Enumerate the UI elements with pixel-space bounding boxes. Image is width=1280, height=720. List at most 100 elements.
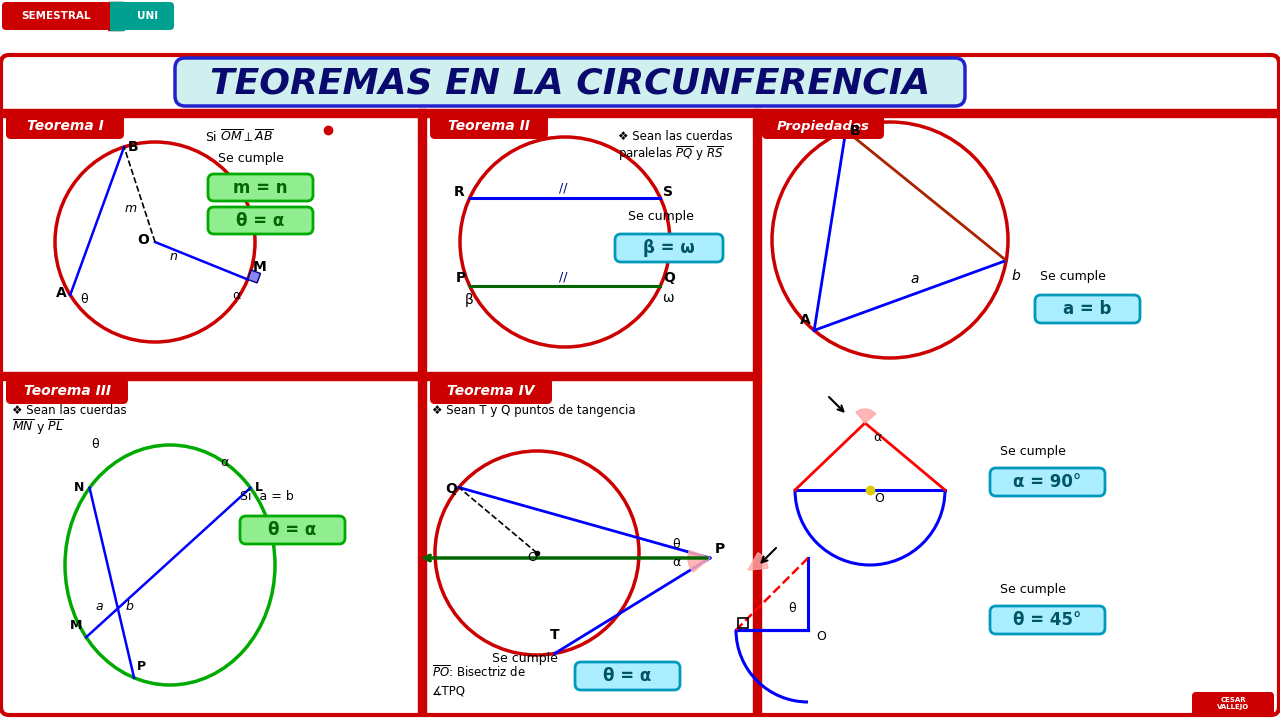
Text: θ: θ xyxy=(788,602,796,615)
Text: //: // xyxy=(559,181,567,194)
Text: β: β xyxy=(465,293,474,307)
Text: b: b xyxy=(1011,269,1020,284)
Text: θ = 45°: θ = 45° xyxy=(1014,611,1082,629)
Text: θ = α: θ = α xyxy=(269,521,316,539)
Text: //: // xyxy=(559,271,567,284)
FancyBboxPatch shape xyxy=(575,662,680,690)
Text: Si $\overline{OM}\perp\overline{AB}$: Si $\overline{OM}\perp\overline{AB}$ xyxy=(205,129,274,145)
Text: O: O xyxy=(874,492,884,505)
Text: Si  a = b: Si a = b xyxy=(241,490,293,503)
FancyBboxPatch shape xyxy=(614,234,723,262)
Text: paralelas $\overline{PQ}$ y $\overline{RS}$: paralelas $\overline{PQ}$ y $\overline{R… xyxy=(618,144,724,163)
Text: α: α xyxy=(233,289,241,302)
Text: Teorema II: Teorema II xyxy=(448,119,530,133)
Text: R: R xyxy=(454,184,465,199)
Polygon shape xyxy=(1,109,1279,117)
Text: Se cumple: Se cumple xyxy=(1000,583,1066,596)
Text: A: A xyxy=(800,313,812,328)
Text: TEOREMAS EN LA CIRCUNFERENCIA: TEOREMAS EN LA CIRCUNFERENCIA xyxy=(210,66,931,100)
Polygon shape xyxy=(110,2,124,30)
Text: α = 90°: α = 90° xyxy=(1014,473,1082,491)
FancyBboxPatch shape xyxy=(1192,692,1274,716)
Text: UNI: UNI xyxy=(137,11,159,21)
FancyBboxPatch shape xyxy=(6,378,128,404)
Text: ω: ω xyxy=(662,292,673,305)
Text: α: α xyxy=(873,431,881,444)
Text: ❖ Sean T y Q puntos de tangencia: ❖ Sean T y Q puntos de tangencia xyxy=(433,404,636,417)
FancyBboxPatch shape xyxy=(1036,295,1140,323)
Polygon shape xyxy=(419,372,753,380)
Text: T: T xyxy=(549,629,559,642)
Text: θ: θ xyxy=(92,438,99,451)
Text: N: N xyxy=(73,481,84,494)
Text: n: n xyxy=(170,250,178,263)
Text: θ: θ xyxy=(672,538,680,551)
Text: M: M xyxy=(70,619,82,632)
Text: P: P xyxy=(716,542,726,556)
Text: a = b: a = b xyxy=(1064,300,1112,318)
Text: Se cumple: Se cumple xyxy=(1039,270,1106,283)
Text: β = ω: β = ω xyxy=(643,239,695,257)
Text: $\overline{MN}$ y $\overline{PL}$: $\overline{MN}$ y $\overline{PL}$ xyxy=(12,418,64,437)
Text: O: O xyxy=(137,233,148,247)
Polygon shape xyxy=(108,2,122,30)
Text: ❖ Sean las cuerdas: ❖ Sean las cuerdas xyxy=(12,404,127,417)
FancyBboxPatch shape xyxy=(122,2,174,30)
Polygon shape xyxy=(248,270,261,283)
Polygon shape xyxy=(753,109,762,713)
Text: Se cumple: Se cumple xyxy=(628,210,694,223)
Text: θ = α: θ = α xyxy=(237,212,284,230)
Polygon shape xyxy=(1,372,419,380)
Text: B: B xyxy=(128,140,138,154)
Text: a: a xyxy=(96,600,104,613)
FancyBboxPatch shape xyxy=(6,113,124,139)
Text: P: P xyxy=(456,271,466,285)
Text: CESAR
VALLEJO: CESAR VALLEJO xyxy=(1217,698,1249,711)
Text: O: O xyxy=(817,630,826,643)
Text: Propiedades: Propiedades xyxy=(777,120,869,132)
Text: Q: Q xyxy=(445,482,457,496)
Text: ∡TPQ: ∡TPQ xyxy=(433,684,466,697)
Text: θ = α: θ = α xyxy=(603,667,652,685)
Bar xyxy=(739,618,748,628)
Text: α: α xyxy=(672,556,680,569)
FancyBboxPatch shape xyxy=(430,378,552,404)
Text: ❖ Sean las cuerdas: ❖ Sean las cuerdas xyxy=(618,130,732,143)
Text: Se cumple: Se cumple xyxy=(492,652,558,665)
Text: A: A xyxy=(56,286,67,300)
Text: Teorema III: Teorema III xyxy=(23,384,110,398)
Wedge shape xyxy=(856,409,876,423)
Text: Se cumple: Se cumple xyxy=(1000,445,1066,458)
FancyBboxPatch shape xyxy=(209,207,314,234)
FancyBboxPatch shape xyxy=(1,55,1279,715)
Text: SEMESTRAL: SEMESTRAL xyxy=(22,11,91,21)
Text: S: S xyxy=(663,184,673,199)
Text: Q: Q xyxy=(663,271,675,285)
Text: B: B xyxy=(850,124,860,138)
Text: θ: θ xyxy=(81,293,88,306)
Text: α: α xyxy=(220,456,229,469)
FancyBboxPatch shape xyxy=(241,516,346,544)
Text: L: L xyxy=(255,481,262,494)
FancyBboxPatch shape xyxy=(3,2,110,30)
Text: m: m xyxy=(125,202,137,215)
FancyBboxPatch shape xyxy=(989,606,1105,634)
FancyBboxPatch shape xyxy=(989,468,1105,496)
Text: a: a xyxy=(910,272,919,287)
Text: P: P xyxy=(137,660,146,672)
FancyBboxPatch shape xyxy=(175,58,965,106)
Wedge shape xyxy=(689,551,710,572)
Text: M: M xyxy=(252,261,266,274)
Text: O: O xyxy=(527,551,536,564)
Text: Teorema I: Teorema I xyxy=(27,119,104,133)
Text: Se cumple: Se cumple xyxy=(218,152,284,165)
Wedge shape xyxy=(748,553,768,570)
Text: $\overline{PO}$: Bisectriz de: $\overline{PO}$: Bisectriz de xyxy=(433,664,526,680)
FancyBboxPatch shape xyxy=(430,113,548,139)
Polygon shape xyxy=(419,109,426,713)
FancyBboxPatch shape xyxy=(762,113,884,139)
Text: b: b xyxy=(125,600,133,613)
FancyBboxPatch shape xyxy=(209,174,314,201)
Text: m = n: m = n xyxy=(233,179,288,197)
Text: Teorema IV: Teorema IV xyxy=(447,384,535,398)
